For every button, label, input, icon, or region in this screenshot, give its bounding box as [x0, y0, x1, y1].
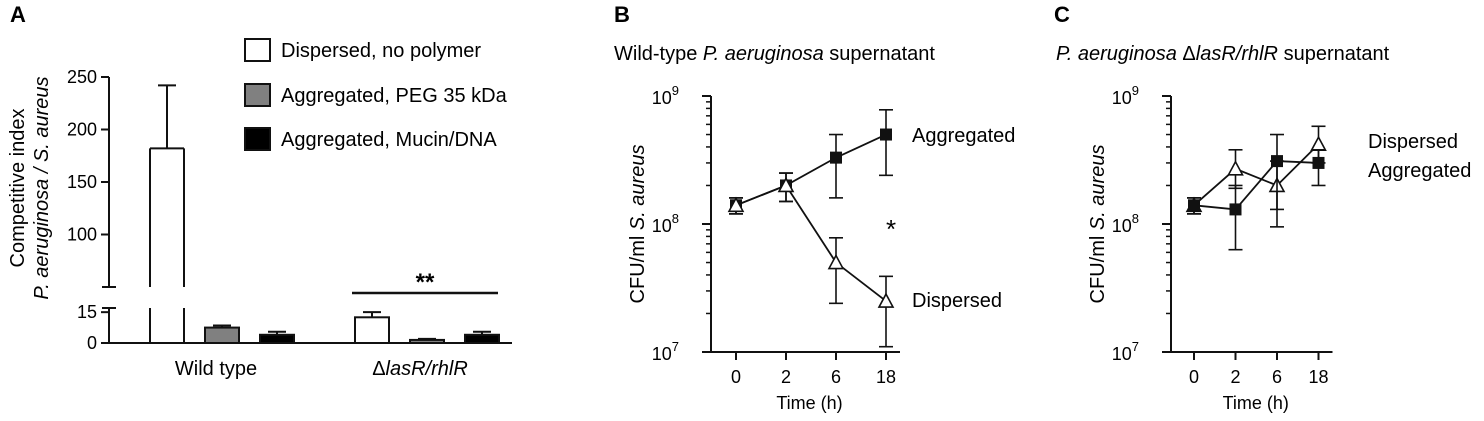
panel-a-y-ticks: 100 150 200 250 0 15: [67, 67, 109, 353]
y-tick-label: 0: [87, 333, 97, 353]
y-tick-label: 109: [652, 83, 679, 108]
x-tick-label: 6: [1272, 367, 1282, 387]
data-point: [1271, 155, 1283, 168]
y-tick-label: 15: [77, 302, 97, 322]
bar: [259, 333, 295, 344]
y-tick-label: 108: [652, 211, 679, 236]
y-axis-label: CFU/ml S. aureus: [1087, 145, 1109, 304]
x-tick-label: 18: [1308, 367, 1328, 387]
legend-label: Dispersed, no polymer: [281, 40, 481, 62]
panel-a-axes: [102, 77, 512, 344]
data-point: [727, 196, 745, 213]
y-axis-label: CFU/ml S. aureus: [627, 145, 649, 304]
panel-a-legend: Dispersed, no polymer Aggregated, PEG 35 …: [244, 38, 508, 151]
data-point: [1229, 203, 1242, 216]
panel-a-y-label-line1: Competitive index: [7, 109, 29, 268]
panel-a-y-label-line2: P. aeruginosa / S. aureus: [31, 76, 53, 299]
x-tick-label: 2: [1230, 367, 1240, 387]
y-tick-label: 107: [652, 339, 679, 364]
category-label: ΔlasR/rhlR: [372, 358, 468, 380]
x-tick-label: 2: [781, 367, 791, 387]
legend-label: Aggregated, Mucin/DNA: [281, 129, 497, 151]
panel-b: B Wild-type P. aeruginosa supernatant 10…: [614, 2, 1015, 413]
panel-c-title: P. aeruginosa ΔlasR/rhlR supernatant: [1056, 43, 1390, 65]
data-point: [1227, 160, 1244, 176]
panel-c-plot: 107 108 109 0 2 6 18 Time (h) CFU/ml S. aureus Di…: [1087, 83, 1471, 413]
x-tick-label: 0: [1189, 367, 1199, 387]
panel-letter-c: C: [1054, 2, 1070, 27]
series-label-dispersed: Dispersed: [912, 290, 1002, 312]
data-point: [777, 176, 795, 193]
series-label-aggregated: Aggregated: [1368, 160, 1471, 182]
y-tick-label: 200: [67, 120, 97, 140]
bar: [409, 338, 445, 344]
panel-a: A 100 150 200 250 0 15 Wild type ΔlasR/rhlR Di…: [7, 2, 512, 380]
significance-stars: **: [416, 269, 435, 296]
data-point: [880, 128, 892, 141]
series-line: [1193, 160, 1319, 211]
y-tick-label: 150: [67, 172, 97, 192]
panel-c: C P. aeruginosa ΔlasR/rhlR supernatant 1…: [1054, 2, 1471, 413]
data-point: [830, 151, 842, 164]
series-line: [735, 133, 887, 207]
panel-b-title: Wild-type P. aeruginosa supernatant: [614, 43, 935, 65]
x-tick-label: 6: [831, 367, 841, 387]
data-point: [1188, 199, 1200, 212]
data-point: [1310, 135, 1327, 152]
panel-letter-a: A: [10, 2, 26, 27]
data-point: [827, 253, 845, 270]
x-tick-label: 18: [876, 367, 896, 387]
series-line: [1193, 143, 1320, 206]
legend-label: Aggregated, PEG 35 kDa: [281, 85, 508, 107]
data-point: [877, 292, 895, 308]
significance-star: *: [886, 214, 896, 244]
data-point: [1312, 156, 1325, 169]
y-tick-label: 109: [1112, 83, 1139, 108]
series-line: [735, 184, 887, 302]
series-label-dispersed: Dispersed: [1368, 131, 1458, 153]
x-axis-label: Time (h): [776, 393, 842, 413]
x-tick-label: 0: [731, 367, 741, 387]
category-label: Wild type: [175, 358, 257, 380]
y-tick-label: 100: [67, 225, 97, 245]
panel-b-plot: 107 108 109 0 2 6 18 Time (h) CFU/ml S. aureus Ag…: [627, 83, 1015, 413]
x-axis-label: Time (h): [1223, 393, 1289, 413]
legend-swatch: [244, 38, 271, 62]
panel-a-significance: **: [352, 269, 498, 296]
y-tick-label: 250: [67, 67, 97, 87]
bar: [204, 326, 240, 345]
bar: [464, 333, 500, 344]
panel-letter-b: B: [614, 2, 630, 27]
y-tick-label: 107: [1112, 339, 1139, 364]
bar: [354, 316, 390, 344]
panel-a-bars: [149, 84, 500, 345]
panel-a-categories: Wild type ΔlasR/rhlR: [175, 358, 468, 380]
legend-swatch: [244, 127, 271, 151]
series-label-aggregated: Aggregated: [912, 125, 1015, 147]
y-tick-label: 108: [1112, 211, 1139, 236]
legend-swatch: [244, 83, 271, 107]
